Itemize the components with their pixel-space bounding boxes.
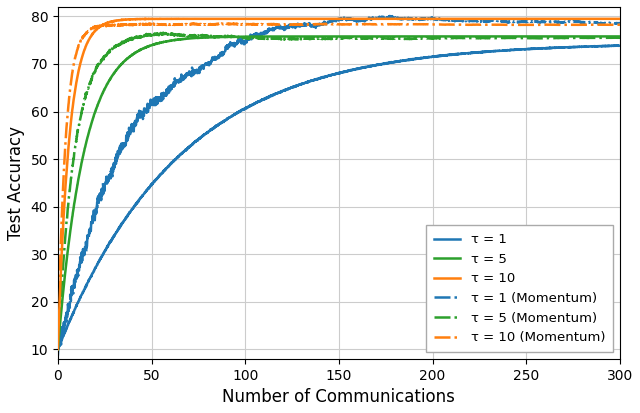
τ = 1 <box>616 43 624 48</box>
τ = 10 (Momentum) <box>223 21 230 26</box>
τ = 1 (Momentum) <box>152 97 159 102</box>
τ = 1 <box>545 45 552 50</box>
τ = 5 (Momentum) <box>269 36 277 41</box>
Legend: τ = 1, τ = 5, τ = 10, τ = 1 (Momentum), τ = 5 (Momentum), τ = 10 (Momentum): τ = 1, τ = 5, τ = 10, τ = 1 (Momentum), … <box>426 225 613 352</box>
τ = 1 <box>614 43 621 48</box>
τ = 10 (Momentum) <box>545 22 552 27</box>
τ = 5 (Momentum) <box>159 30 167 35</box>
τ = 5 <box>605 34 613 39</box>
τ = 5 (Momentum) <box>545 36 552 40</box>
τ = 10 <box>118 17 126 22</box>
Line: τ = 10 (Momentum): τ = 10 (Momentum) <box>58 24 620 350</box>
τ = 1 (Momentum) <box>605 20 613 25</box>
τ = 5 (Momentum) <box>152 31 159 36</box>
Line: τ = 1 (Momentum): τ = 1 (Momentum) <box>58 16 620 356</box>
τ = 10 <box>168 16 175 21</box>
Line: τ = 10: τ = 10 <box>58 19 620 349</box>
τ = 5 <box>545 34 552 39</box>
τ = 10 (Momentum) <box>294 22 302 27</box>
τ = 10 <box>616 17 624 21</box>
τ = 1 <box>118 221 126 226</box>
τ = 5 (Momentum) <box>605 35 613 40</box>
τ = 1 (Momentum) <box>545 20 552 25</box>
τ = 5 (Momentum) <box>294 37 302 42</box>
τ = 1 (Momentum) <box>54 353 61 358</box>
τ = 5 (Momentum) <box>118 39 126 44</box>
τ = 5 <box>118 61 126 66</box>
τ = 10 <box>294 17 302 21</box>
τ = 1 (Momentum) <box>386 14 394 19</box>
τ = 5 (Momentum) <box>616 35 624 40</box>
Line: τ = 5 (Momentum): τ = 5 (Momentum) <box>58 33 620 350</box>
τ = 1 <box>152 178 159 183</box>
τ = 1 (Momentum) <box>118 147 126 152</box>
τ = 1 <box>54 347 61 352</box>
τ = 5 (Momentum) <box>54 347 61 352</box>
τ = 10 (Momentum) <box>616 22 624 27</box>
τ = 1 (Momentum) <box>616 21 624 26</box>
τ = 1 <box>269 93 277 97</box>
τ = 1 <box>605 43 612 48</box>
τ = 5 <box>269 34 277 39</box>
τ = 1 (Momentum) <box>269 26 277 31</box>
τ = 1 <box>294 83 301 88</box>
τ = 5 <box>54 347 61 352</box>
τ = 1 (Momentum) <box>294 21 301 26</box>
τ = 10 <box>54 347 61 352</box>
X-axis label: Number of Communications: Number of Communications <box>223 388 455 406</box>
τ = 10 (Momentum) <box>269 21 277 26</box>
τ = 5 <box>294 34 301 39</box>
τ = 10 (Momentum) <box>605 22 613 27</box>
τ = 10 (Momentum) <box>118 23 126 28</box>
τ = 10 (Momentum) <box>54 348 61 353</box>
τ = 5 <box>152 42 159 47</box>
τ = 10 <box>545 17 552 21</box>
τ = 10 <box>605 17 613 21</box>
τ = 10 <box>152 17 159 21</box>
τ = 5 <box>346 34 354 39</box>
τ = 10 <box>269 17 277 21</box>
Line: τ = 5: τ = 5 <box>58 36 620 349</box>
Y-axis label: Test Accuracy: Test Accuracy <box>7 126 25 240</box>
τ = 10 (Momentum) <box>152 22 159 27</box>
τ = 5 <box>616 34 624 39</box>
Line: τ = 1: τ = 1 <box>58 45 620 349</box>
